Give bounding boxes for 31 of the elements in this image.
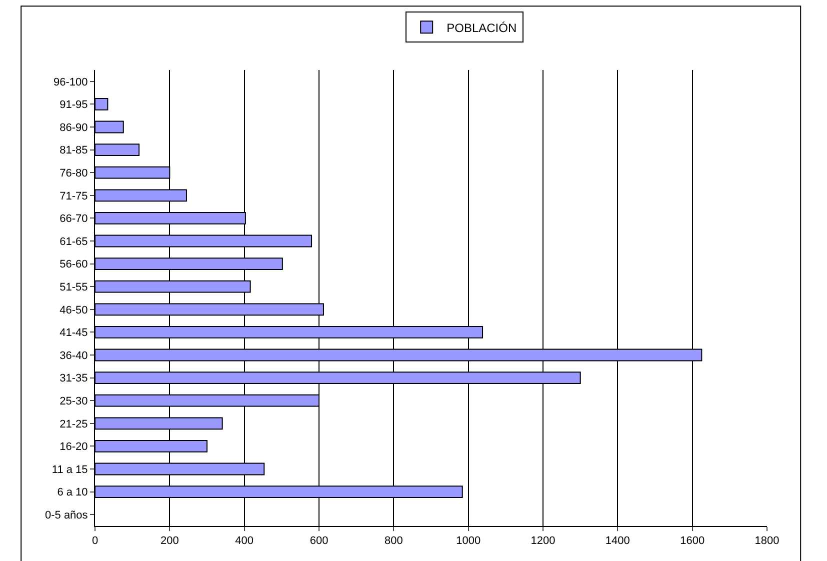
y-tick-label: 21-25 [60, 418, 88, 430]
x-tick-label: 800 [384, 535, 403, 548]
x-tick-label: 1600 [680, 535, 705, 548]
x-tick-label: 0 [92, 535, 98, 548]
x-tick-label: 600 [310, 535, 328, 548]
x-tick-label: 1400 [605, 535, 630, 548]
y-tick-label: 91-95 [60, 99, 88, 112]
y-tick-label: 16-20 [60, 441, 88, 454]
y-tick-label: 46-50 [60, 304, 88, 316]
x-tick-label: 1800 [754, 535, 780, 548]
y-tick-label: 31-35 [60, 372, 88, 385]
y-tick-label: 36-40 [60, 350, 88, 362]
x-tick-label: 1000 [456, 535, 481, 548]
y-tick-label: 56-60 [60, 258, 88, 271]
y-tick-label: 71-75 [60, 190, 88, 202]
y-tick-label: 51-55 [60, 281, 88, 294]
x-tick-label: 1200 [530, 535, 556, 548]
y-tick-label: 86-90 [60, 122, 88, 134]
y-tick-label: 96-100 [54, 76, 88, 88]
y-tick-label: 6 a 10 [57, 486, 88, 499]
y-tick-label: 81-85 [60, 144, 88, 157]
y-tick-label: 25-30 [60, 395, 88, 408]
legend-label: POBLACIÓN [446, 20, 517, 35]
x-tick-label: 200 [160, 535, 179, 548]
x-tick-label: 400 [235, 535, 254, 548]
y-tick-label: 11 a 15 [52, 464, 88, 476]
y-tick-label: 41-45 [60, 327, 88, 340]
y-tick-label: 61-65 [60, 236, 88, 248]
y-tick-label: 66-70 [60, 213, 88, 226]
y-tick-label: 76-80 [60, 167, 88, 180]
y-tick-label: 0-5 años [44, 509, 88, 522]
